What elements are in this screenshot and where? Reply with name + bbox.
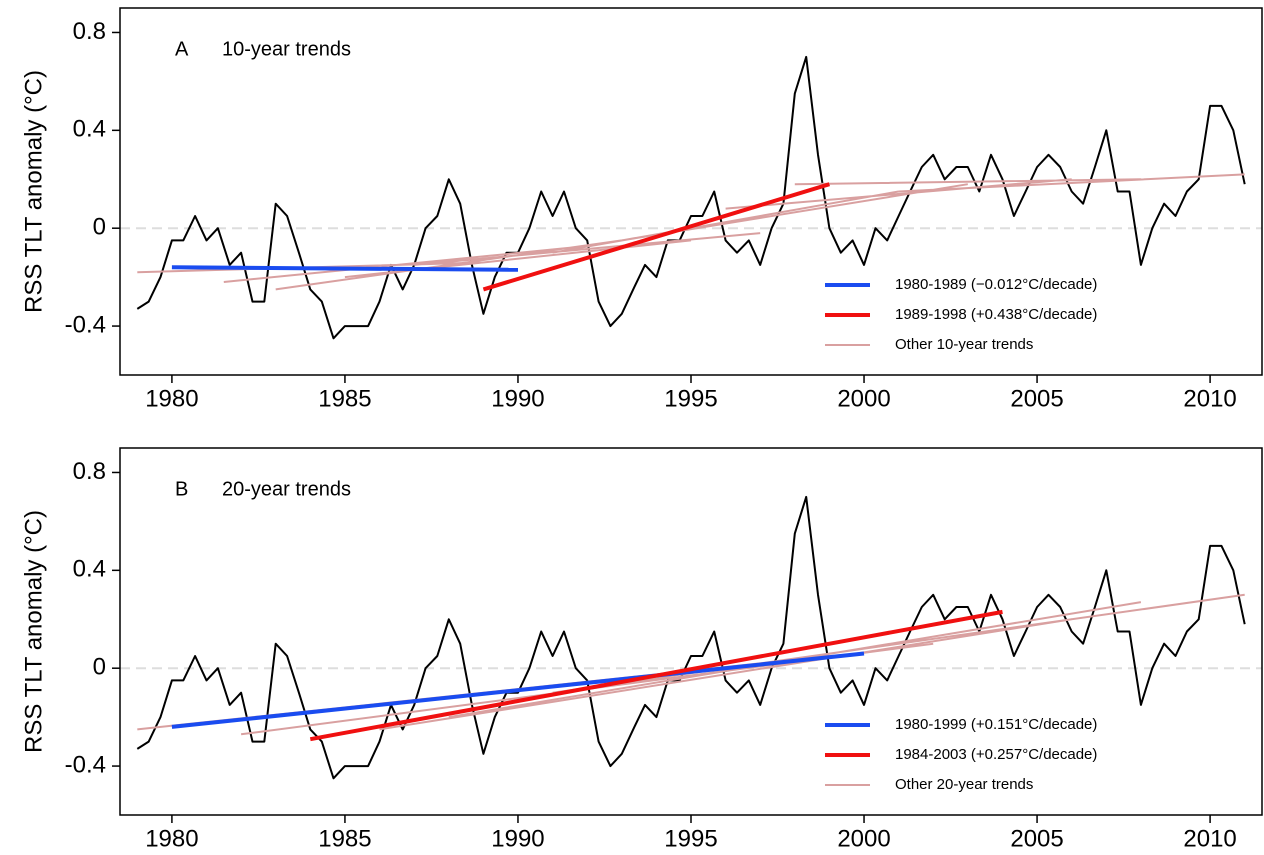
x-tick-label: 2010 <box>1183 385 1236 412</box>
x-tick-label: 1990 <box>491 385 544 412</box>
trend-line <box>171 651 865 729</box>
x-tick-label: 1980 <box>145 825 198 850</box>
x-tick-label: 1995 <box>664 825 717 850</box>
y-tick-label: 0 <box>93 214 106 241</box>
y-tick-label: 0 <box>93 654 106 681</box>
plot-frame <box>119 7 1263 376</box>
trend-line <box>171 265 519 272</box>
plot-frame <box>119 447 1263 816</box>
trend-line <box>309 609 1003 742</box>
y-tick-label: -0.4 <box>65 751 106 778</box>
legend-label: 1989-1998 (+0.438°C/decade) <box>895 306 1097 323</box>
x-tick-label: 1985 <box>318 385 371 412</box>
y-tick-label: -0.4 <box>65 311 106 338</box>
x-tick-label: 1980 <box>145 385 198 412</box>
x-tick-label: 2005 <box>1010 825 1063 850</box>
x-tick-label: 1995 <box>664 385 717 412</box>
temperature-line <box>136 495 1246 780</box>
y-tick-label: 0.8 <box>73 18 106 45</box>
x-tick-label: 1985 <box>318 825 371 850</box>
legend-label: Other 10-year trends <box>895 336 1033 353</box>
legend-label: 1984-2003 (+0.257°C/decade) <box>895 746 1097 763</box>
chart-title: 20-year trends <box>222 478 351 500</box>
temperature-line <box>136 55 1246 340</box>
x-tick-label: 2000 <box>837 385 890 412</box>
trend-line <box>137 173 1245 291</box>
x-tick-label: 2010 <box>1183 825 1236 850</box>
trend-line <box>482 182 830 292</box>
x-tick-label: 1990 <box>491 825 544 850</box>
legend-label: Other 20-year trends <box>895 776 1033 793</box>
y-axis-label: RSS TLT anomaly (°C) <box>20 70 47 313</box>
y-tick-label: 0.8 <box>73 458 106 485</box>
y-tick-label: 0.4 <box>73 556 106 583</box>
y-axis-label: RSS TLT anomaly (°C) <box>20 510 47 753</box>
chart-title: 10-year trends <box>222 38 351 60</box>
y-tick-label: 0.4 <box>73 116 106 143</box>
x-tick-label: 2005 <box>1010 385 1063 412</box>
legend-label: 1980-1999 (+0.151°C/decade) <box>895 716 1097 733</box>
legend-label: 1980-1989 (−0.012°C/decade) <box>895 276 1097 293</box>
panel-label: B <box>175 478 188 500</box>
panel-label: A <box>175 38 189 60</box>
x-tick-label: 2000 <box>837 825 890 850</box>
